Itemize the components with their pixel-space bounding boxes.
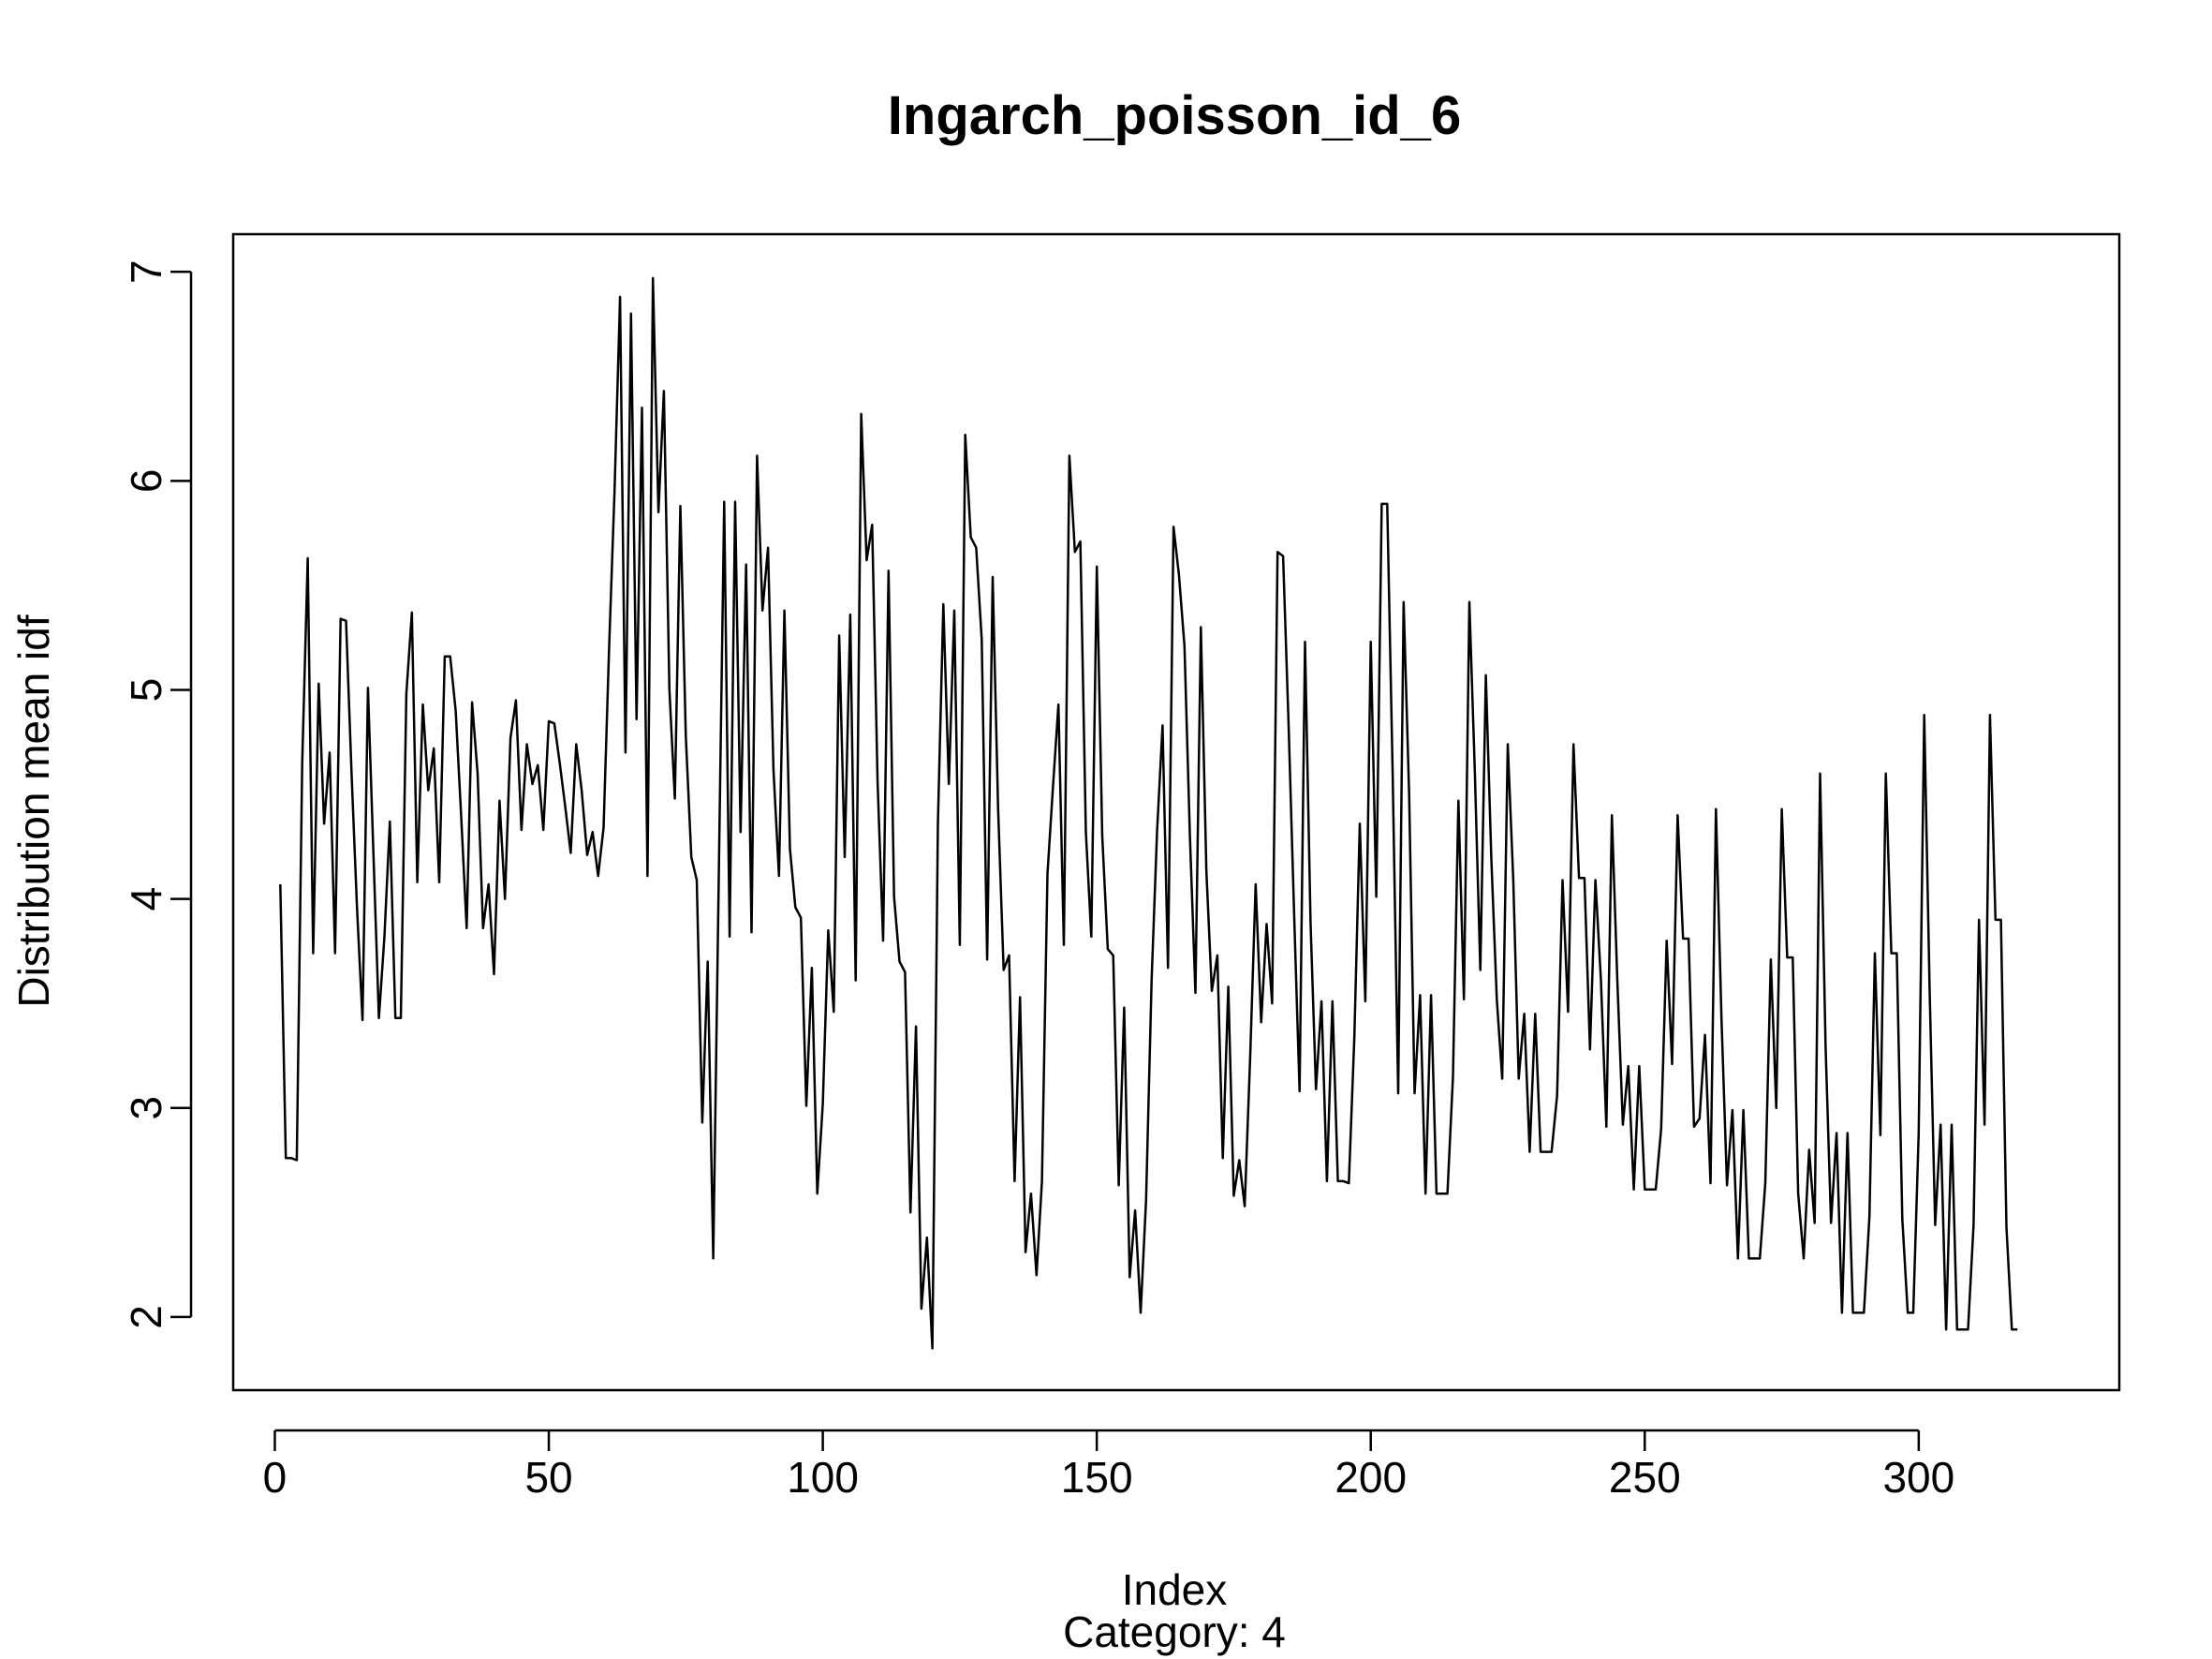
y-tick-label: 2 [122,1305,170,1329]
x-axis: 0 50 100 150 200 250 300 [263,1429,1954,1502]
x-axis-label: Index [1122,1565,1228,1614]
y-tick-label: 7 [122,259,170,284]
x-tick-label: 100 [787,1453,859,1502]
series-line [279,276,2018,1350]
x-tick-label: 300 [1882,1453,1954,1502]
y-tick-label: 5 [122,678,170,703]
y-tick-label: 3 [122,1096,170,1120]
y-tick-label: 4 [122,887,170,911]
y-tick-label: 6 [122,469,170,494]
x-tick-label: 50 [524,1453,572,1502]
x-tick-label: 250 [1609,1453,1681,1502]
chart-title: Ingarch_poisson_id_6 [888,85,1461,146]
x-tick-label: 150 [1061,1453,1133,1502]
y-axis-label: Distribution mean idf [9,615,58,1008]
chart-subtitle: Category: 4 [1063,1607,1286,1656]
x-tick-label: 200 [1335,1453,1407,1502]
plot-area-box [231,232,2121,1392]
x-tick-label: 0 [263,1453,288,1502]
y-axis: 2 3 4 5 6 7 [122,259,193,1329]
